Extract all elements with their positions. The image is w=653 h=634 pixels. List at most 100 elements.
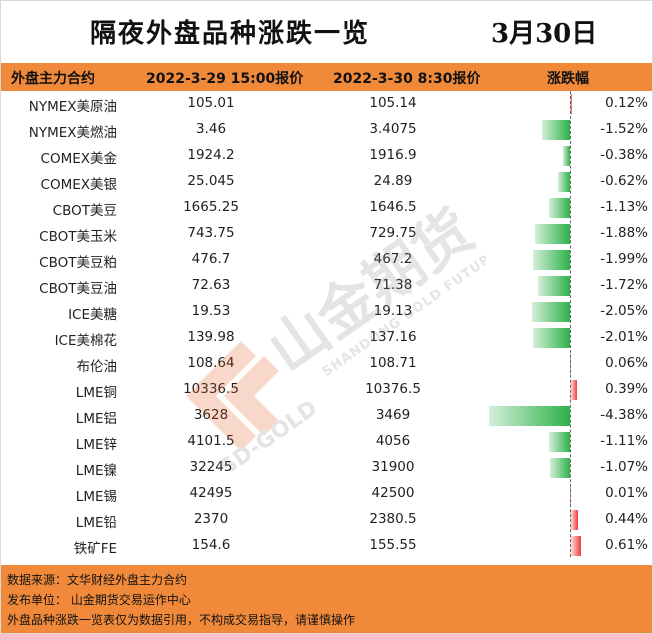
prev-price: 2370 [193, 511, 229, 527]
change-bar-negative [531, 302, 570, 322]
prev-price: 25.045 [187, 173, 235, 189]
change-bar-negative [532, 328, 570, 348]
curr-price: 3.4075 [369, 121, 417, 137]
table-row: CBOT美玉米 743.75 729.75 -1.88% [1, 221, 652, 247]
table-row: CBOT美豆 1665.25 1646.5 -1.13% [1, 195, 652, 221]
change-bar-negative [558, 172, 570, 192]
contract-name: COMEX美金 [40, 151, 117, 167]
prev-price: 10336.5 [183, 381, 239, 397]
table-row: NYMEX美燃油 3.46 3.4075 -1.52% [1, 117, 652, 143]
change-bar-negative [532, 250, 570, 270]
change-percent: -0.62% [600, 173, 648, 189]
change-percent: 0.44% [605, 511, 648, 527]
table-row: 布伦油 108.64 108.71 0.06% [1, 351, 652, 377]
prev-price: 42495 [189, 485, 233, 501]
curr-price: 1646.5 [369, 199, 417, 215]
change-percent: -2.01% [600, 329, 648, 345]
contract-name: LME镍 [75, 463, 117, 479]
curr-price: 105.14 [369, 95, 417, 111]
curr-price: 108.71 [369, 355, 417, 371]
contract-name: LME铅 [75, 515, 117, 531]
contract-name: CBOT美豆粕 [39, 255, 117, 271]
change-bar-positive [570, 510, 579, 530]
contract-name: NYMEX美燃油 [28, 125, 117, 141]
table-header: 外盘主力合约 2022-3-29 15:00报价 2022-3-30 8:30报… [1, 63, 652, 91]
curr-price: 137.16 [369, 329, 417, 345]
curr-price: 155.55 [369, 537, 417, 553]
header-prev-price: 2022-3-29 15:00报价 [146, 71, 304, 87]
change-percent: 0.06% [605, 355, 648, 371]
change-percent: -2.05% [600, 303, 648, 319]
table-row: ICE美糖 19.53 19.13 -2.05% [1, 299, 652, 325]
contract-name: ICE美棉花 [54, 333, 117, 349]
table-row: NYMEX美原油 105.01 105.14 0.12% [1, 91, 652, 117]
change-bar-negative [562, 146, 570, 166]
footer-publisher: 发布单位： 山金期货交易运作中心 [7, 593, 191, 607]
table-row: LME锌 4101.5 4056 -1.11% [1, 429, 652, 455]
table-row: COMEX美金 1924.2 1916.9 -0.38% [1, 143, 652, 169]
curr-price: 10376.5 [365, 381, 421, 397]
contract-name: LME铝 [75, 411, 117, 427]
curr-price: 729.75 [369, 225, 417, 241]
header-curr-price: 2022-3-30 8:30报价 [333, 71, 481, 87]
prev-price: 139.98 [187, 329, 235, 345]
curr-price: 3469 [375, 407, 411, 423]
curr-price: 19.13 [373, 303, 413, 319]
curr-price: 24.89 [373, 173, 413, 189]
header-change: 涨跌幅 [547, 71, 589, 87]
report-date: 3月30日 [491, 19, 598, 49]
change-percent: 0.01% [605, 485, 648, 501]
footer-source: 数据来源：文华财经外盘主力合约 [7, 573, 188, 587]
change-bar-positive [570, 94, 573, 114]
change-percent: -1.88% [600, 225, 648, 241]
prev-price: 476.7 [191, 251, 231, 267]
change-bar-negative [541, 120, 570, 140]
prev-price: 72.63 [191, 277, 231, 293]
contract-name: LME锡 [75, 489, 117, 505]
table-row: ICE美棉花 139.98 137.16 -2.01% [1, 325, 652, 351]
curr-price: 71.38 [373, 277, 413, 293]
curr-price: 31900 [371, 459, 415, 475]
page-title: 隔夜外盘品种涨跌一览 [90, 19, 371, 49]
prev-price: 3.46 [195, 121, 227, 137]
footer: 数据来源：文华财经外盘主力合约 发布单位： 山金期货交易运作中心 外盘品种涨跌一… [1, 565, 652, 633]
change-bar-negative [548, 198, 570, 218]
contract-name: 布伦油 [76, 359, 118, 375]
contract-name: LME锌 [75, 437, 117, 453]
prev-price: 108.64 [187, 355, 235, 371]
curr-price: 2380.5 [369, 511, 417, 527]
change-percent: 0.39% [605, 381, 648, 397]
prev-price: 154.6 [191, 537, 231, 553]
contract-name: CBOT美豆油 [39, 281, 117, 297]
title-bar: 隔夜外盘品种涨跌一览 3月30日 [1, 1, 652, 63]
contract-name: NYMEX美原油 [28, 99, 117, 115]
table-row: LME锡 42495 42500 0.01% [1, 481, 652, 507]
change-bar-negative [550, 458, 570, 478]
change-percent: -4.38% [600, 407, 648, 423]
prev-price: 4101.5 [187, 433, 235, 449]
change-percent: -1.52% [600, 121, 648, 137]
contract-name: COMEX美银 [40, 177, 117, 193]
header-contract: 外盘主力合约 [11, 71, 95, 87]
prev-price: 1924.2 [187, 147, 235, 163]
curr-price: 42500 [371, 485, 415, 501]
table-row: CBOT美豆油 72.63 71.38 -1.72% [1, 273, 652, 299]
curr-price: 1916.9 [369, 147, 417, 163]
contract-name: LME铜 [75, 385, 117, 401]
table-row: CBOT美豆粕 476.7 467.2 -1.99% [1, 247, 652, 273]
change-bar-negative [549, 432, 570, 452]
change-bar-negative [488, 406, 570, 426]
prev-price: 3628 [193, 407, 229, 423]
prev-price: 32245 [189, 459, 233, 475]
change-bar-positive [570, 380, 578, 400]
prev-price: 743.75 [187, 225, 235, 241]
change-percent: -1.99% [600, 251, 648, 267]
footer-disclaimer: 外盘品种涨跌一览表仅为数据引用，不构成交易指导，请谨慎操作 [7, 613, 356, 627]
table-row: LME铅 2370 2380.5 0.44% [1, 507, 652, 533]
table-row: LME铝 3628 3469 -4.38% [1, 403, 652, 429]
contract-name: CBOT美豆 [52, 203, 117, 219]
bar-axis [570, 91, 571, 557]
contract-name: CBOT美玉米 [39, 229, 117, 245]
change-percent: -1.13% [600, 199, 648, 215]
